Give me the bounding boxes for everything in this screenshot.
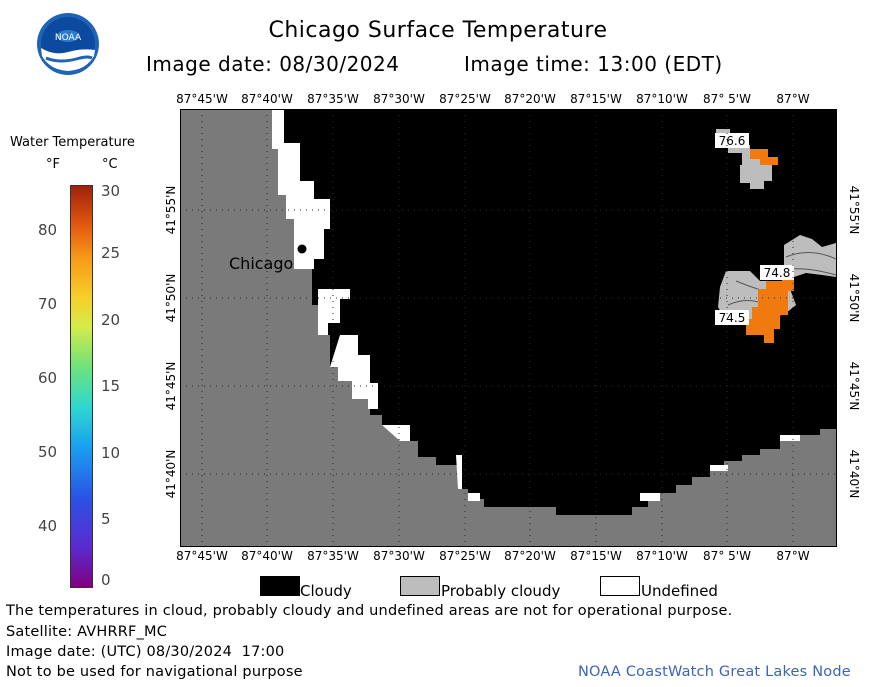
longitude-label: 87°40'W <box>241 549 293 563</box>
longitude-label: 87°20'W <box>504 549 556 563</box>
latitude-label: 41°55'N <box>847 185 861 235</box>
longitude-label: 87°15'W <box>570 549 622 563</box>
undefined-fringe <box>272 109 330 269</box>
longitude-label: 87°40'W <box>241 92 293 106</box>
longitude-label: 87°10'W <box>636 549 688 563</box>
land <box>180 109 836 546</box>
longitude-label: 87°30'W <box>373 549 425 563</box>
fahrenheit-tick: 60 <box>38 369 58 387</box>
celsius-tick: 5 <box>101 510 111 528</box>
latitude-label: 41°40'N <box>847 449 861 499</box>
chicago-marker <box>297 244 307 254</box>
utc-date: Image date: (UTC) 08/30/2024 17:00 <box>6 644 285 660</box>
probably-cloudy-ne <box>716 129 778 189</box>
warm-water-ne <box>750 149 778 165</box>
celsius-tick: 0 <box>101 571 111 589</box>
longitude-label: 87°25'W <box>439 92 491 106</box>
celsius-tick: 10 <box>101 444 121 462</box>
latitude-label: 41°55'N <box>164 185 178 235</box>
graticule <box>180 109 836 546</box>
warm-water-mid <box>746 273 794 343</box>
reading-label: 74.8 <box>760 265 794 280</box>
celsius-tick: 15 <box>101 377 121 395</box>
latitude-label: 41°45'N <box>847 361 861 411</box>
svg-text:76.6: 76.6 <box>719 134 746 148</box>
longitude-label: 87°45'W <box>176 92 228 106</box>
longitude-label: 87°35'W <box>307 92 359 106</box>
map-frame <box>180 109 837 547</box>
image-time: Image time: 13:00 (EDT) <box>464 52 723 76</box>
latitude-label: 41°50'N <box>847 273 861 323</box>
legend-label-cloudy: Cloudy <box>300 582 352 600</box>
longitude-label: 87° 5'W <box>703 92 751 106</box>
longitude-label: 87°W <box>776 92 810 106</box>
fahrenheit-tick: 80 <box>38 221 58 239</box>
city-label: Chicago <box>229 254 293 273</box>
longitude-label: 87°W <box>776 549 810 563</box>
legend-swatch-probably-cloudy <box>400 576 440 596</box>
noaa-logo: NOAA <box>37 13 99 75</box>
longitude-label: 87°20'W <box>504 92 556 106</box>
longitude-label: 87°10'W <box>636 92 688 106</box>
probably-cloudy-east <box>784 235 836 277</box>
page-title: Chicago Surface Temperature <box>268 18 608 43</box>
unit-fahrenheit: °F <box>46 157 60 172</box>
credit: NOAA CoastWatch Great Lakes Node <box>578 664 851 680</box>
map-area: 76.6 74.8 74.5 Chicago <box>180 109 836 546</box>
disclaimer: The temperatures in cloud, probably clou… <box>6 603 733 619</box>
celsius-tick: 25 <box>101 244 121 262</box>
reading-label: 74.5 <box>715 310 749 325</box>
image-date: Image date: 08/30/2024 <box>146 52 400 76</box>
longitude-label: 87° 5'W <box>703 549 751 563</box>
longitude-label: 87°30'W <box>373 92 425 106</box>
svg-text:NOAA: NOAA <box>55 33 82 43</box>
celsius-tick: 30 <box>101 182 121 200</box>
unit-celsius: °C <box>102 157 118 172</box>
longitude-label: 87°35'W <box>307 549 359 563</box>
nav-warning: Not to be used for navigational purpose <box>6 664 303 680</box>
reading-label: 76.6 <box>715 133 749 148</box>
longitude-label: 87°25'W <box>439 549 491 563</box>
satellite-info: Satellite: AVHRRF_MC <box>6 624 168 640</box>
latitude-label: 41°40'N <box>164 449 178 499</box>
longitude-label: 87°15'W <box>570 92 622 106</box>
svg-text:74.8: 74.8 <box>764 266 791 280</box>
fahrenheit-tick: 50 <box>38 443 58 461</box>
fahrenheit-tick: 70 <box>38 295 58 313</box>
legend-label-undefined: Undefined <box>641 582 718 600</box>
colorbar-label: Water Temperature <box>10 135 135 150</box>
longitude-label: 87°45'W <box>176 549 228 563</box>
colorbar <box>70 185 93 588</box>
latitude-label: 41°50'N <box>164 273 178 323</box>
latitude-label: 41°45'N <box>164 361 178 411</box>
fahrenheit-tick: 40 <box>38 517 58 535</box>
legend-swatch-undefined <box>600 576 640 596</box>
legend-swatch-cloudy <box>260 576 300 596</box>
svg-text:74.5: 74.5 <box>719 311 746 325</box>
legend-label-probably-cloudy: Probably cloudy <box>441 582 561 600</box>
celsius-tick: 20 <box>101 311 121 329</box>
